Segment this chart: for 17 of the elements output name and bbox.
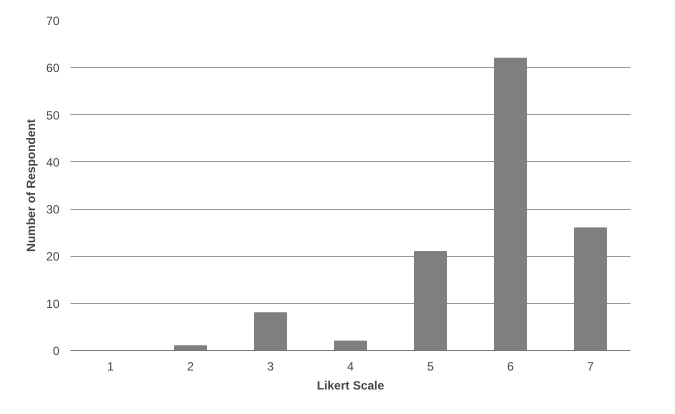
y-tick-label: 50: [46, 108, 60, 122]
y-tick-label: 40: [46, 155, 60, 170]
x-axis-title: Likert Scale: [316, 378, 385, 392]
y-tick-label: 20: [46, 250, 60, 264]
y-axis-title: Number of Respondent: [24, 119, 38, 252]
x-tick-label: 3: [267, 360, 274, 374]
y-tick-label: 30: [46, 202, 60, 217]
x-tick-label: 1: [107, 360, 114, 374]
y-tick-label: 0: [52, 344, 60, 358]
x-tick-label: 5: [427, 360, 434, 374]
x-tick-label: 4: [347, 360, 354, 374]
y-tick-label: 70: [46, 14, 60, 28]
y-tick-label: 60: [46, 61, 60, 76]
x-tick-label: 6: [507, 360, 514, 374]
x-tick-label: 7: [587, 360, 594, 374]
y-tick-label: 10: [46, 296, 60, 311]
x-tick-label: 2: [187, 360, 194, 374]
